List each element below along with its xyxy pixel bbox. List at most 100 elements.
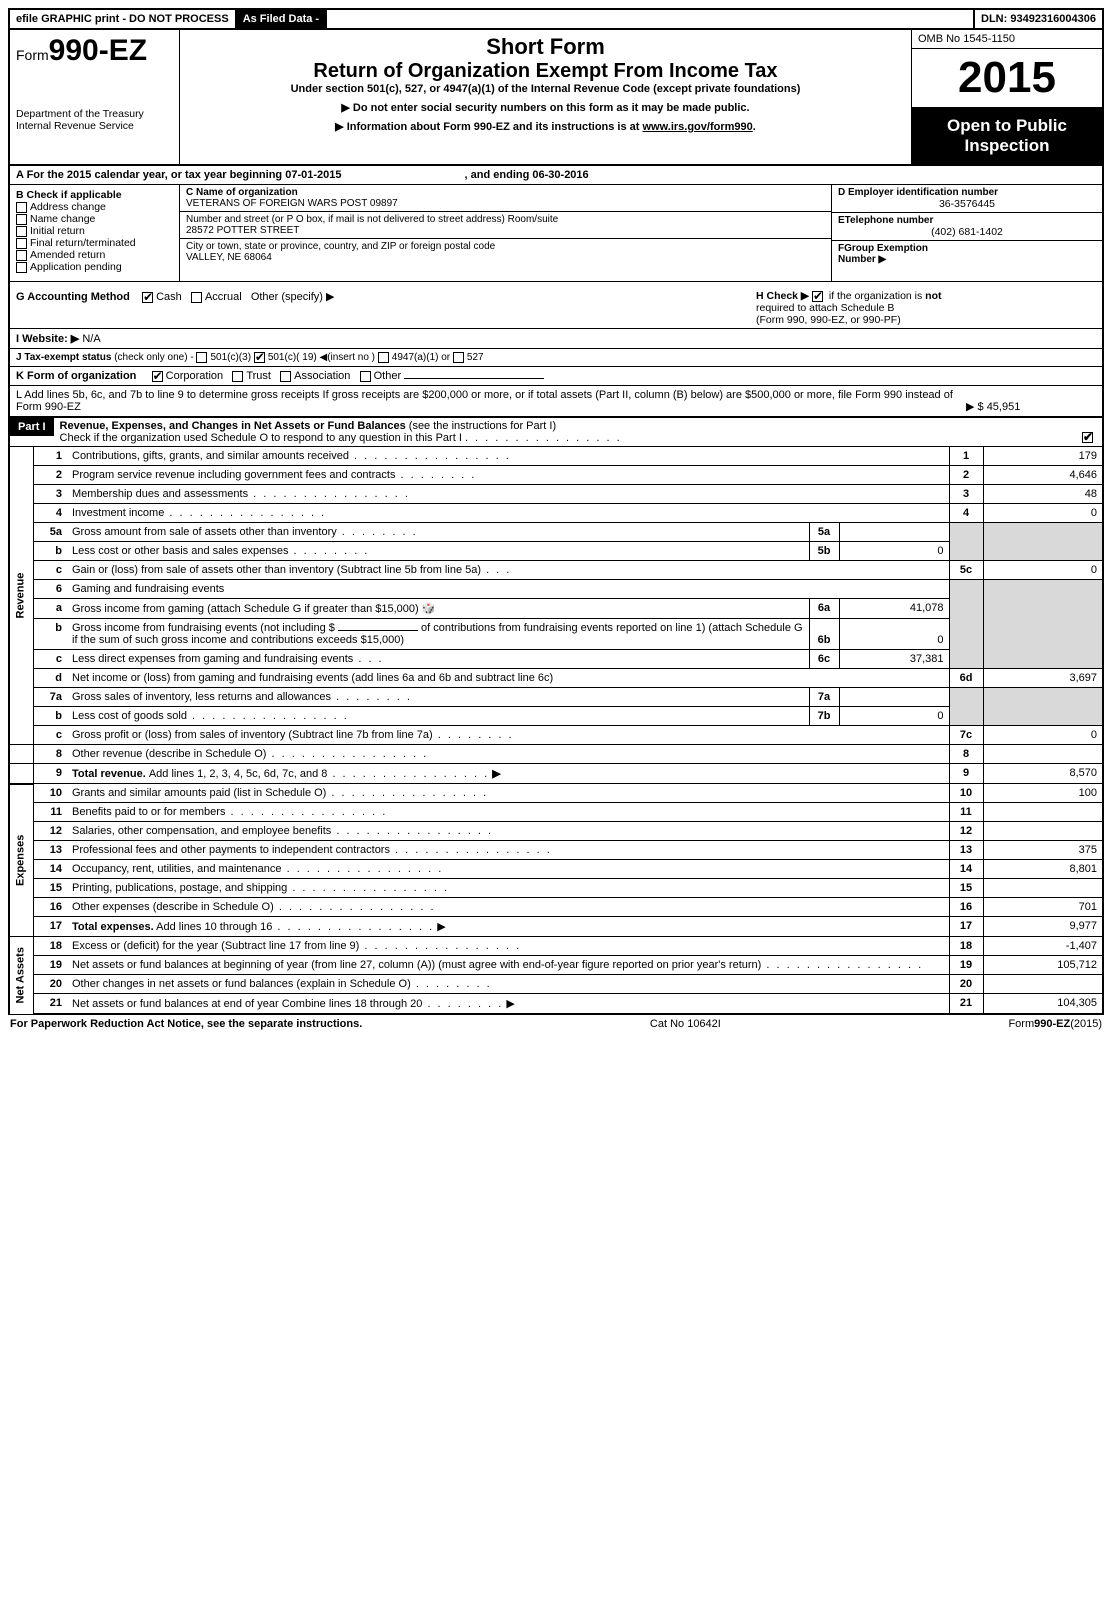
l3-lbl: 3 <box>949 485 983 504</box>
open-to-public: Open to Public Inspection <box>912 108 1102 164</box>
l6c-dots <box>353 653 383 665</box>
l13-dots <box>390 844 552 856</box>
c-name-label: C Name of organization <box>186 187 825 198</box>
chk-4947[interactable] <box>378 352 389 363</box>
l7c-val: 0 <box>983 726 1103 745</box>
l13-desc: Professional fees and other payments to … <box>67 841 949 860</box>
line-17: 17 Total expenses. Add lines 10 through … <box>9 917 1103 937</box>
short-form-title: Short Form <box>186 34 905 60</box>
footer-mid: Cat No 10642I <box>650 1018 721 1030</box>
line-19: 19 Net assets or fund balances at beginn… <box>9 956 1103 975</box>
chk-address-change[interactable] <box>16 202 27 213</box>
l15-lbl: 15 <box>949 879 983 898</box>
chk-schedule-o[interactable] <box>1082 432 1093 443</box>
chk-cash[interactable] <box>142 292 153 303</box>
l1-dots <box>349 450 511 462</box>
part1-check-line: Check if the organization used Schedule … <box>60 432 462 444</box>
other-org-line <box>404 378 544 379</box>
chk-accrual[interactable] <box>191 292 202 303</box>
l7a-desc: Gross sales of inventory, less returns a… <box>67 688 809 707</box>
chk-trust[interactable] <box>232 371 243 382</box>
part1-label: Part I <box>10 418 54 436</box>
l10-desc: Grants and similar amounts paid (list in… <box>67 784 949 803</box>
chk-name-change[interactable] <box>16 214 27 225</box>
g-label: G Accounting Method <box>16 291 130 303</box>
l5c-dots <box>481 564 511 576</box>
l16-val: 701 <box>983 898 1103 917</box>
page-footer: For Paperwork Reduction Act Notice, see … <box>8 1015 1104 1033</box>
j-sub: (check only one) - <box>114 352 193 363</box>
lbl-application-pending: Application pending <box>30 261 122 273</box>
l6b-sv: 0 <box>839 619 949 650</box>
l6c-sv: 37,381 <box>839 650 949 669</box>
footer-right-post: (2015) <box>1070 1018 1102 1030</box>
chk-527[interactable] <box>453 352 464 363</box>
line-7c: c Gross profit or (loss) from sales of i… <box>9 726 1103 745</box>
l15-val <box>983 879 1103 898</box>
l4-val: 0 <box>983 504 1103 523</box>
side-net-assets: Net Assets <box>9 937 33 1015</box>
l20-text: Other changes in net assets or fund bala… <box>72 978 411 990</box>
l21-arrow <box>503 998 515 1010</box>
l7-shade-val <box>983 688 1103 726</box>
l7c-lbl: 7c <box>949 726 983 745</box>
l18-lbl: 18 <box>949 937 983 956</box>
cell-d-ein: D Employer identification number 36-3576… <box>832 185 1102 213</box>
l17-num: 17 <box>33 917 67 937</box>
l5a-sv <box>839 523 949 542</box>
cell-street: Number and street (or P O box, if mail i… <box>180 212 831 239</box>
l2-lbl: 2 <box>949 466 983 485</box>
chk-application-pending[interactable] <box>16 262 27 273</box>
line-11: 11 Benefits paid to or for members 11 <box>9 803 1103 822</box>
chk-association[interactable] <box>280 371 291 382</box>
l6d-lbl: 6d <box>949 669 983 688</box>
l7b-dots <box>187 710 349 722</box>
chk-schedule-b[interactable] <box>812 291 823 302</box>
l6c-desc: Less direct expenses from gaming and fun… <box>67 650 809 669</box>
l15-text: Printing, publications, postage, and shi… <box>72 882 287 894</box>
part1-title: Revenue, Expenses, and Changes in Net As… <box>60 420 406 432</box>
chk-corporation[interactable] <box>152 371 163 382</box>
l5a-num: 5a <box>33 523 67 542</box>
lbl-accrual: Accrual <box>205 291 242 303</box>
l21-text: Net assets or fund balances at end of ye… <box>72 998 422 1010</box>
l4-num: 4 <box>33 504 67 523</box>
chk-other-org[interactable] <box>360 371 371 382</box>
l6a-num: a <box>33 599 67 619</box>
line-14: 14 Occupancy, rent, utilities, and maint… <box>9 860 1103 879</box>
chk-final-return[interactable] <box>16 238 27 249</box>
l6a-text: Gross income from gaming (attach Schedul… <box>72 603 422 615</box>
l13-text: Professional fees and other payments to … <box>72 844 390 856</box>
l6a-desc: Gross income from gaming (attach Schedul… <box>67 599 809 619</box>
l21-dots <box>422 998 503 1010</box>
chk-initial-return[interactable] <box>16 226 27 237</box>
rowA-mid: , and ending <box>465 169 533 181</box>
l16-num: 16 <box>33 898 67 917</box>
l3-desc: Membership dues and assessments <box>67 485 949 504</box>
chk-501c3[interactable] <box>196 352 207 363</box>
k-label: K Form of organization <box>16 370 136 382</box>
l13-lbl: 13 <box>949 841 983 860</box>
chk-501c[interactable] <box>254 352 265 363</box>
footer-right: Form990-EZ(2015) <box>1008 1018 1102 1030</box>
l14-desc: Occupancy, rent, utilities, and maintena… <box>67 860 949 879</box>
part1-tab: Part I <box>10 418 54 436</box>
note2-post: . <box>753 121 756 133</box>
line-15: 15 Printing, publications, postage, and … <box>9 879 1103 898</box>
chk-amended-return[interactable] <box>16 250 27 261</box>
lbl-cash: Cash <box>156 291 182 303</box>
line-12: 12 Salaries, other compensation, and emp… <box>9 822 1103 841</box>
line-9: 9 Total revenue. Add lines 1, 2, 3, 4, 5… <box>9 764 1103 784</box>
form-990ez: 990-EZ <box>49 34 147 67</box>
as-filed-label: As Filed Data - <box>237 10 327 28</box>
col-b-checkboxes: B Check if applicable Address change Nam… <box>10 185 180 281</box>
l9-desc: Total revenue. Add lines 1, 2, 3, 4, 5c,… <box>67 764 949 784</box>
irs-link[interactable]: www.irs.gov/form990 <box>643 121 753 133</box>
l12-text: Salaries, other compensation, and employ… <box>72 825 331 837</box>
l7a-sv <box>839 688 949 707</box>
rowA-pre: A For the 2015 calendar year, or tax yea… <box>16 169 285 181</box>
l7a-num: 7a <box>33 688 67 707</box>
l20-num: 20 <box>33 975 67 994</box>
f-group-label2: Number ▶ <box>838 254 1096 265</box>
top-bar: efile GRAPHIC print - DO NOT PROCESS As … <box>8 8 1104 30</box>
